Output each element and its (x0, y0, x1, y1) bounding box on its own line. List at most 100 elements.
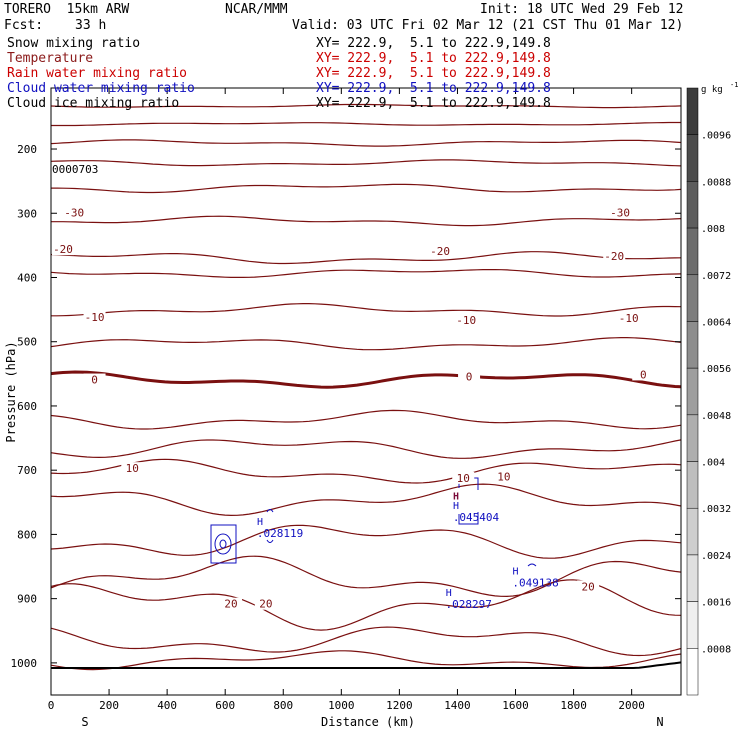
y-tick-label: 500 (17, 336, 37, 349)
endpoint-left: S (81, 715, 88, 729)
temperature-label-bg (577, 580, 600, 593)
temperature-label: 10 (126, 462, 139, 475)
cloud-contour (219, 539, 227, 549)
isotherm-line (50, 337, 682, 351)
cloud-contour-box (210, 524, 237, 564)
y-axis-label: Pressure (hPa) (4, 341, 18, 442)
colorbar-level-label: .0048 (701, 411, 731, 422)
extremum-marker: H (257, 517, 263, 528)
isotherm-line (50, 650, 682, 671)
temperature-label: 20 (581, 580, 594, 593)
colorbar-swatch (686, 227, 699, 276)
temperature-label-bg (254, 597, 277, 610)
cloud-contour (266, 539, 274, 543)
valid-time: Valid: 03 UTC Fri 02 Mar 12 (21 CST Thu … (292, 18, 684, 33)
cloud-water-contours (210, 477, 537, 567)
y-tick-label: 300 (17, 207, 37, 220)
plot-frame (50, 87, 682, 696)
isotherm-line (51, 121, 681, 127)
temperature-label-bg (492, 470, 515, 483)
isotherm-line (50, 269, 682, 278)
cloud-contour (214, 533, 232, 555)
colorbar-level-label: .0056 (701, 364, 731, 375)
isotherm-line (50, 159, 682, 167)
extremum-marker: H (453, 501, 459, 512)
temperature-label: 20 (224, 598, 237, 611)
isotherm-line (50, 483, 682, 517)
temperature-label: -20 (430, 245, 450, 258)
temperature-label-bg (458, 370, 481, 383)
y-tick-label: 400 (17, 271, 37, 284)
colorbar-swatch (686, 87, 699, 135)
temperature-label: 0 (91, 374, 98, 387)
temperature-label: 20 (259, 598, 272, 611)
isotherm-line (50, 524, 682, 559)
isotherm-line (51, 215, 682, 227)
y-tick-label: 600 (17, 400, 37, 413)
x-axis-label: Distance (km) (321, 715, 415, 729)
colorbar-swatch (686, 134, 699, 182)
temperature-contours (50, 103, 682, 671)
isotherm-line (50, 458, 682, 484)
extremum-marker: H (513, 567, 519, 578)
model-name: TORERO 15km ARW (4, 2, 130, 17)
cloud-contour (458, 512, 479, 525)
field-xy-temperature: XY= 222.9, 5.1 to 222.9,149.8 (316, 51, 551, 66)
extremum-marker: H (446, 588, 452, 599)
field-name-snow: Snow mixing ratio (7, 36, 141, 51)
isotherm-line (50, 439, 682, 459)
colorbar-level-label: .0016 (701, 598, 731, 609)
colorbar-level-label: .008 (701, 224, 725, 235)
field-name-temperature: Temperature (7, 51, 94, 66)
cloud-contour (527, 563, 537, 567)
isotherm-line (50, 103, 682, 109)
temperature-label-bg (632, 368, 655, 381)
x-tick-label: 0 (48, 699, 55, 712)
temperature-label-bg (455, 313, 478, 326)
temperature-label-bg (429, 245, 452, 258)
temperature-label-bg (52, 243, 74, 256)
temperature-label-bg (220, 597, 242, 610)
extremum-value: .028297 (446, 598, 492, 611)
colorbar-swatch (686, 367, 699, 416)
cloud-contour (266, 509, 274, 513)
isotherm-line (50, 139, 682, 147)
y-tick-label: 900 (17, 593, 37, 606)
temperature-label-bg (63, 206, 86, 219)
colorbar-units-exponent: -1 (730, 81, 738, 89)
extremum-marker: H (453, 492, 459, 503)
y-tick-label: 700 (17, 464, 37, 477)
x-tick-label: 1000 (328, 699, 355, 712)
surface-line (51, 661, 682, 669)
temperature-label: 10 (497, 471, 510, 484)
colorbar-level-label: .0096 (701, 131, 731, 142)
y-tick-label: 800 (17, 528, 37, 541)
extremum-value: .028119 (257, 527, 303, 540)
colorbar: .0096 .0088 .008 .0072 .0064 .0056 .0048 .004 .0… (686, 81, 738, 696)
y-tick-label: 1000 (11, 657, 38, 670)
temperature-label: -20 (53, 243, 73, 256)
isotherm-line (50, 555, 682, 598)
x-tick-label: 1600 (502, 699, 529, 712)
colorbar-level-label: .0072 (701, 271, 731, 282)
x-tick-label: 400 (157, 699, 177, 712)
temperature-label-bg (603, 250, 626, 263)
temperature-label: -10 (619, 312, 639, 325)
isotherm-line (50, 251, 682, 265)
field-xy-cloud-water: XY= 222.9, 5.1 to 222.9,149.8 (316, 81, 551, 96)
field-name-cloud-water: Cloud water mixing ratio (7, 81, 195, 96)
colorbar-units: g kg (701, 85, 723, 95)
field-name-rain: Rain water mixing ratio (7, 66, 188, 81)
colorbar-swatch (686, 507, 699, 556)
colorbar-swatch (686, 321, 699, 369)
forecast-label: Fcst: (4, 18, 44, 33)
colorbar-level-label: .0032 (701, 504, 731, 515)
colorbar-swatch (686, 181, 699, 229)
temperature-label: -20 (604, 250, 624, 263)
y-tick-label: 200 (17, 143, 37, 156)
endpoint-right: N (656, 715, 663, 729)
temperature-label: -10 (85, 311, 105, 324)
isotherm-line (51, 303, 682, 317)
